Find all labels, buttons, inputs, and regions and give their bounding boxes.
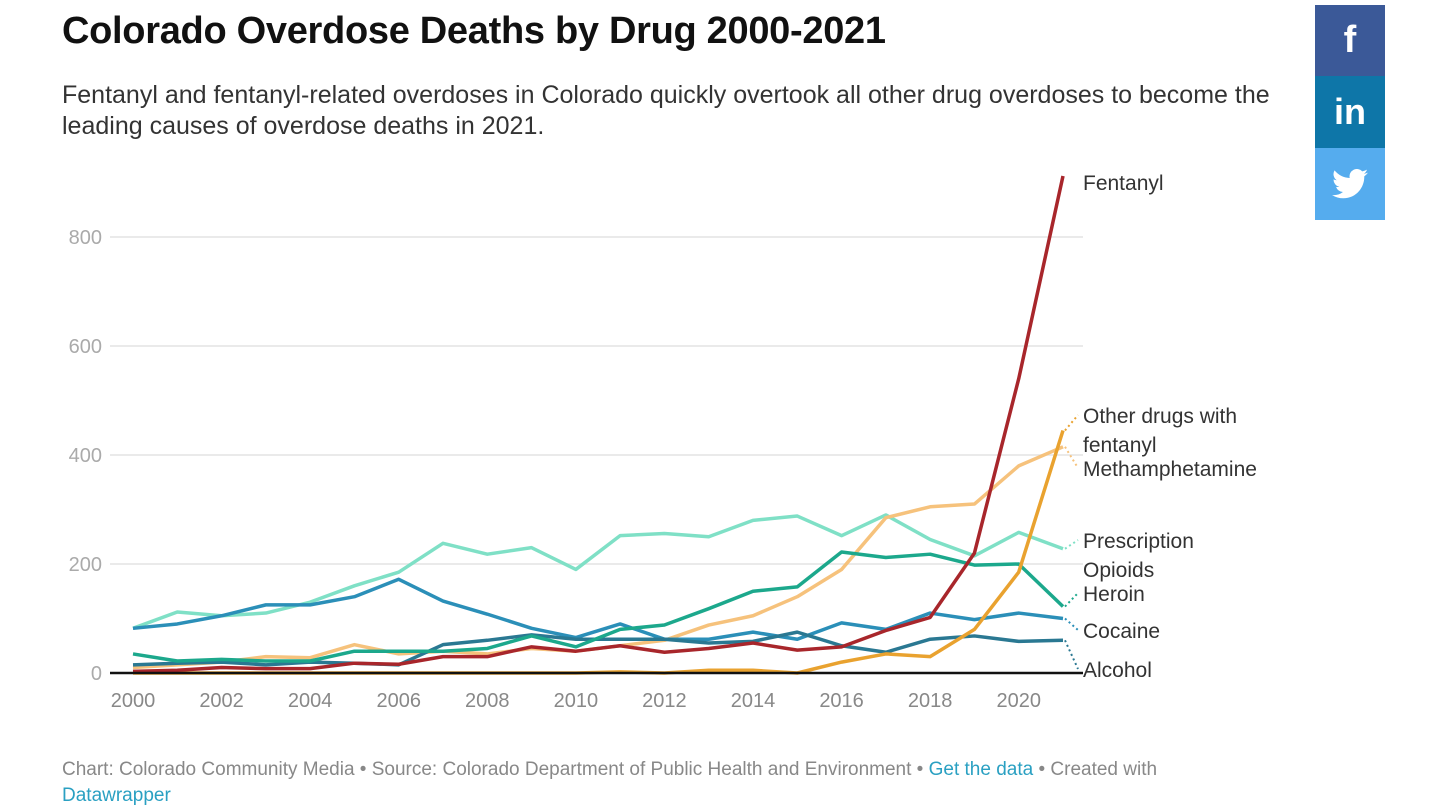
linkedin-share-button[interactable]: in [1315, 76, 1385, 148]
x-tick-label: 2016 [819, 690, 864, 712]
series-label: fentanyl [1083, 434, 1157, 457]
label-connector [1064, 639, 1079, 670]
series-label: Heroin [1083, 583, 1145, 606]
series-line-cocaine [132, 577, 1064, 641]
facebook-share-button[interactable]: f [1315, 5, 1385, 76]
series-label: Opioids [1083, 559, 1154, 582]
series-label: Fentanyl [1083, 172, 1164, 195]
y-tick-label: 200 [69, 554, 102, 576]
y-tick-label: 0 [91, 663, 102, 685]
x-tick-label: 2020 [996, 690, 1041, 712]
x-tick-label: 2006 [376, 690, 421, 712]
y-tick-label: 600 [69, 336, 102, 358]
y-tick-label: 800 [69, 227, 102, 249]
created-with-text: • Created with [1038, 759, 1158, 780]
chart-footer: Chart: Colorado Community Media • Source… [62, 757, 1362, 809]
label-connector [1064, 592, 1079, 608]
label-connector [1064, 539, 1079, 550]
x-tick-label: 2000 [111, 690, 156, 712]
series-label: Alcohol [1083, 659, 1152, 682]
series-label: Cocaine [1083, 620, 1160, 643]
y-tick-label: 400 [69, 445, 102, 467]
x-tick-label: 2002 [199, 690, 244, 712]
x-tick-label: 2008 [465, 690, 510, 712]
x-tick-label: 2004 [288, 690, 333, 712]
series-line-methamphetamine [132, 445, 1064, 670]
chart-subtitle: Fentanyl and fentanyl-related overdoses … [62, 81, 1270, 140]
source-credit: Chart: Colorado Community Media • Source… [62, 759, 924, 780]
x-tick-label: 2018 [908, 690, 953, 712]
chart-title: Colorado Overdose Deaths by Drug 2000-20… [62, 10, 886, 52]
label-connector [1064, 414, 1079, 432]
series-label: Methamphetamine [1083, 458, 1257, 481]
get-the-data-link[interactable]: Get the data [928, 759, 1034, 780]
series-line-heroin [132, 550, 1065, 663]
twitter-bird-icon [1332, 169, 1368, 199]
datawrapper-link[interactable]: Datawrapper [62, 785, 171, 806]
linkedin-icon: in [1334, 91, 1366, 132]
twitter-share-button[interactable] [1315, 148, 1385, 220]
x-tick-label: 2012 [642, 690, 687, 712]
series-label: Other drugs with [1083, 405, 1237, 428]
label-connector [1064, 446, 1079, 469]
x-tick-label: 2014 [731, 690, 776, 712]
series-line-prescription-opioids [132, 513, 1064, 630]
series-line-fentanyl [132, 175, 1065, 674]
series-label: Prescription [1083, 530, 1194, 553]
x-tick-label: 2010 [554, 690, 599, 712]
facebook-icon: f [1343, 19, 1357, 61]
label-connector [1064, 617, 1079, 631]
